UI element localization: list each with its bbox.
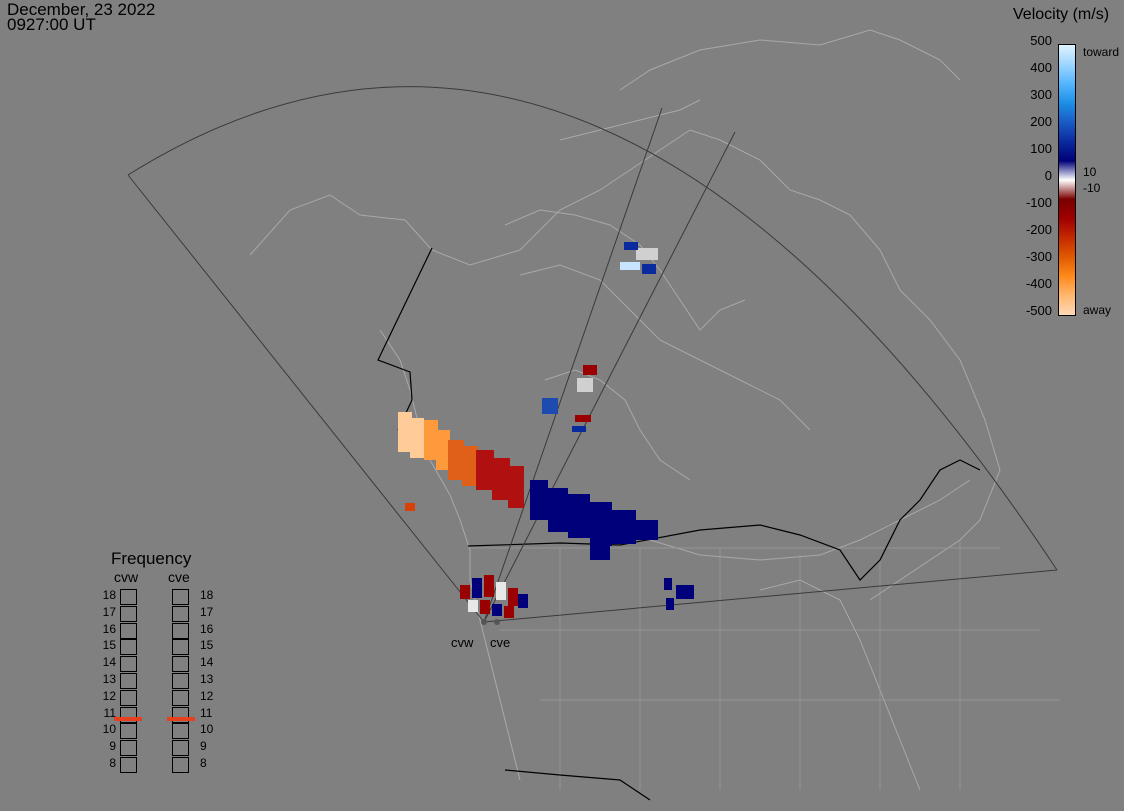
frequency-marker-cvw — [114, 716, 142, 721]
velocity-tick: -200 — [1025, 222, 1052, 237]
frequency-value: 14 — [102, 655, 116, 670]
velocity-tick: -100 — [1025, 195, 1052, 210]
frequency-value: 10 — [102, 722, 116, 737]
radar-echoes — [398, 242, 694, 618]
frequency-value: 13 — [102, 672, 116, 686]
negative-threshold-label: -10 — [1083, 181, 1101, 195]
positive-threshold-label: 10 — [1083, 165, 1097, 179]
frequency-cell — [120, 656, 137, 673]
frequency-cell — [120, 757, 137, 773]
velocity-tick: 0 — [1044, 168, 1052, 183]
frequency-value: 9 — [109, 739, 116, 754]
frequency-value: 16 — [200, 621, 214, 636]
near-site-cluster — [460, 575, 528, 618]
frequency-value: 15 — [102, 638, 116, 653]
frequency-column-cvw: cvw — [114, 569, 139, 585]
frequency-cell — [172, 706, 189, 723]
frequency-cell — [172, 723, 189, 740]
velocity-tick: -300 — [1025, 249, 1052, 264]
site-cvw-marker — [481, 619, 487, 625]
site-cve-marker — [494, 619, 500, 625]
frequency-value: 11 — [200, 705, 213, 720]
velocity-tick: 500 — [1030, 33, 1052, 48]
frequency-value: 12 — [200, 688, 214, 703]
frequency-value: 18 — [200, 588, 214, 602]
frequency-value: 13 — [200, 672, 214, 686]
frequency-value: 14 — [200, 655, 214, 670]
velocity-colorbar — [1058, 44, 1076, 316]
toward-label: toward — [1083, 45, 1120, 59]
frequency-cell — [172, 689, 189, 706]
field-of-view — [127, 86, 1058, 623]
frequency-value: 8 — [109, 756, 116, 770]
velocity-tick: -400 — [1025, 276, 1052, 291]
frequency-cell — [120, 639, 137, 656]
orange-band — [398, 412, 424, 458]
country-borders — [377, 247, 981, 801]
site-label-cve: cve — [490, 635, 511, 650]
frequency-cell — [120, 706, 137, 723]
frequency-cell — [120, 589, 137, 605]
frequency-cell — [172, 757, 189, 773]
frequency-cell — [172, 656, 189, 673]
coastlines — [249, 29, 1001, 791]
frequency-cell — [172, 740, 189, 757]
velocity-tick: 300 — [1030, 87, 1052, 102]
frequency-value: 12 — [102, 688, 116, 703]
velocity-tick: 400 — [1030, 60, 1052, 75]
frequency-title: Frequency — [111, 549, 192, 568]
frequency-cell — [172, 673, 189, 689]
frequency-value: 8 — [200, 756, 207, 770]
state-lines — [470, 540, 1060, 790]
velocity-tick: -500 — [1025, 303, 1052, 318]
frequency-value: 10 — [200, 722, 214, 737]
frequency-cell — [172, 589, 189, 605]
frequency-cell — [120, 605, 137, 622]
frequency-cell — [120, 723, 137, 740]
frequency-cell — [172, 622, 189, 639]
frequency-value: 16 — [102, 621, 116, 636]
frequency-cell — [172, 639, 189, 656]
velocity-tick: 100 — [1030, 141, 1052, 156]
away-label: away — [1083, 303, 1112, 317]
frequency-cell — [120, 689, 137, 706]
frequency-value: 9 — [200, 739, 207, 754]
frequency-cell — [120, 673, 137, 689]
frequency-value: 17 — [102, 604, 116, 619]
site-label-cvw: cvw — [451, 635, 474, 650]
frequency-value: 18 — [102, 588, 116, 602]
frequency-value: 11 — [103, 705, 116, 720]
frequency-value: 15 — [200, 638, 214, 653]
time-label: 0927:00 UT — [7, 15, 96, 34]
velocity-legend-title: Velocity (m/s) — [1013, 6, 1110, 23]
date-label: December, 23 2022 — [7, 0, 156, 19]
frequency-value: 17 — [200, 604, 214, 619]
frequency-cell — [120, 622, 137, 639]
frequency-cell — [172, 605, 189, 622]
frequency-column-cve: cve — [168, 569, 190, 585]
frequency-cell — [120, 740, 137, 757]
velocity-tick: 200 — [1030, 114, 1052, 129]
frequency-marker-cve — [167, 716, 195, 721]
